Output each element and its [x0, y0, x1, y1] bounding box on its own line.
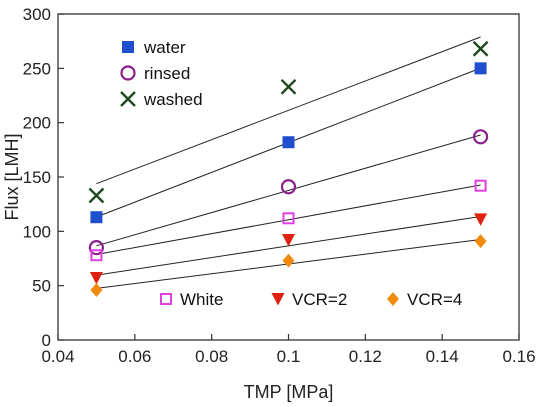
y-tick-label: 0 — [42, 331, 51, 350]
data-markers — [88, 40, 489, 298]
legend-label-rinsed: rinsed — [144, 64, 190, 83]
y-tick-label: 50 — [32, 277, 51, 296]
legend-swatch-washed — [120, 91, 136, 107]
fit-line-white — [96, 184, 481, 256]
data-point-vcr-2 — [282, 234, 295, 247]
data-point-rinsed — [88, 240, 105, 256]
legend-label-washed: washed — [143, 90, 203, 109]
x-tick-label: 0.08 — [195, 347, 228, 366]
data-point-water — [90, 211, 103, 224]
data-point-vcr-4 — [90, 283, 103, 298]
x-axis-label: TMP [MPa] — [244, 382, 334, 402]
data-point-white — [282, 212, 295, 225]
x-tick-label: 0.1 — [277, 347, 301, 366]
legend-swatch-vcr-4 — [387, 292, 399, 306]
data-point-washed — [280, 78, 297, 95]
y-axis-label: Flux [LMH] — [2, 133, 22, 220]
data-point-water — [474, 62, 487, 75]
legend-swatch-vcr-2 — [271, 293, 285, 306]
data-point-rinsed — [280, 179, 297, 195]
data-point-vcr-4 — [282, 253, 295, 268]
data-point-vcr-4 — [474, 234, 487, 249]
legend-label-water: water — [143, 38, 186, 57]
data-point-washed — [472, 40, 489, 57]
axes: 0.04 0.06 0.08 0.1 0.12 0.14 0.16 0 50 100 150 200 2… — [23, 5, 536, 366]
legend-swatch-water — [122, 41, 134, 53]
y-tick-label: 100 — [23, 222, 51, 241]
y-tick-label: 300 — [23, 5, 51, 24]
x-tick-label: 0.14 — [426, 347, 459, 366]
legend-swatch-rinsed — [120, 65, 136, 81]
data-point-vcr-2 — [89, 272, 103, 285]
fit-line-washed — [96, 36, 481, 185]
legend-label-vcr-2: VCR=2 — [292, 290, 347, 309]
x-tick-label: 0.16 — [502, 347, 535, 366]
x-tick-label: 0.04 — [41, 347, 74, 366]
fit-line-rinsed — [96, 134, 481, 247]
data-point-rinsed — [472, 129, 489, 145]
y-tick-label: 250 — [23, 59, 51, 78]
x-tick-label: 0.12 — [349, 347, 382, 366]
data-point-white — [474, 179, 487, 192]
data-point-water — [282, 136, 295, 149]
legend: water rinsed washed White VCR=2 VCR=4 — [120, 38, 462, 309]
data-point-white — [90, 249, 103, 262]
y-tick-label: 200 — [23, 114, 51, 133]
y-tick-label: 150 — [23, 168, 51, 187]
data-point-vcr-2 — [474, 213, 488, 226]
legend-label-vcr-4: VCR=4 — [407, 290, 462, 309]
data-point-washed — [88, 187, 105, 204]
legend-label-white: White — [180, 290, 223, 309]
legend-swatch-white — [160, 293, 172, 305]
x-tick-label: 0.06 — [118, 347, 151, 366]
